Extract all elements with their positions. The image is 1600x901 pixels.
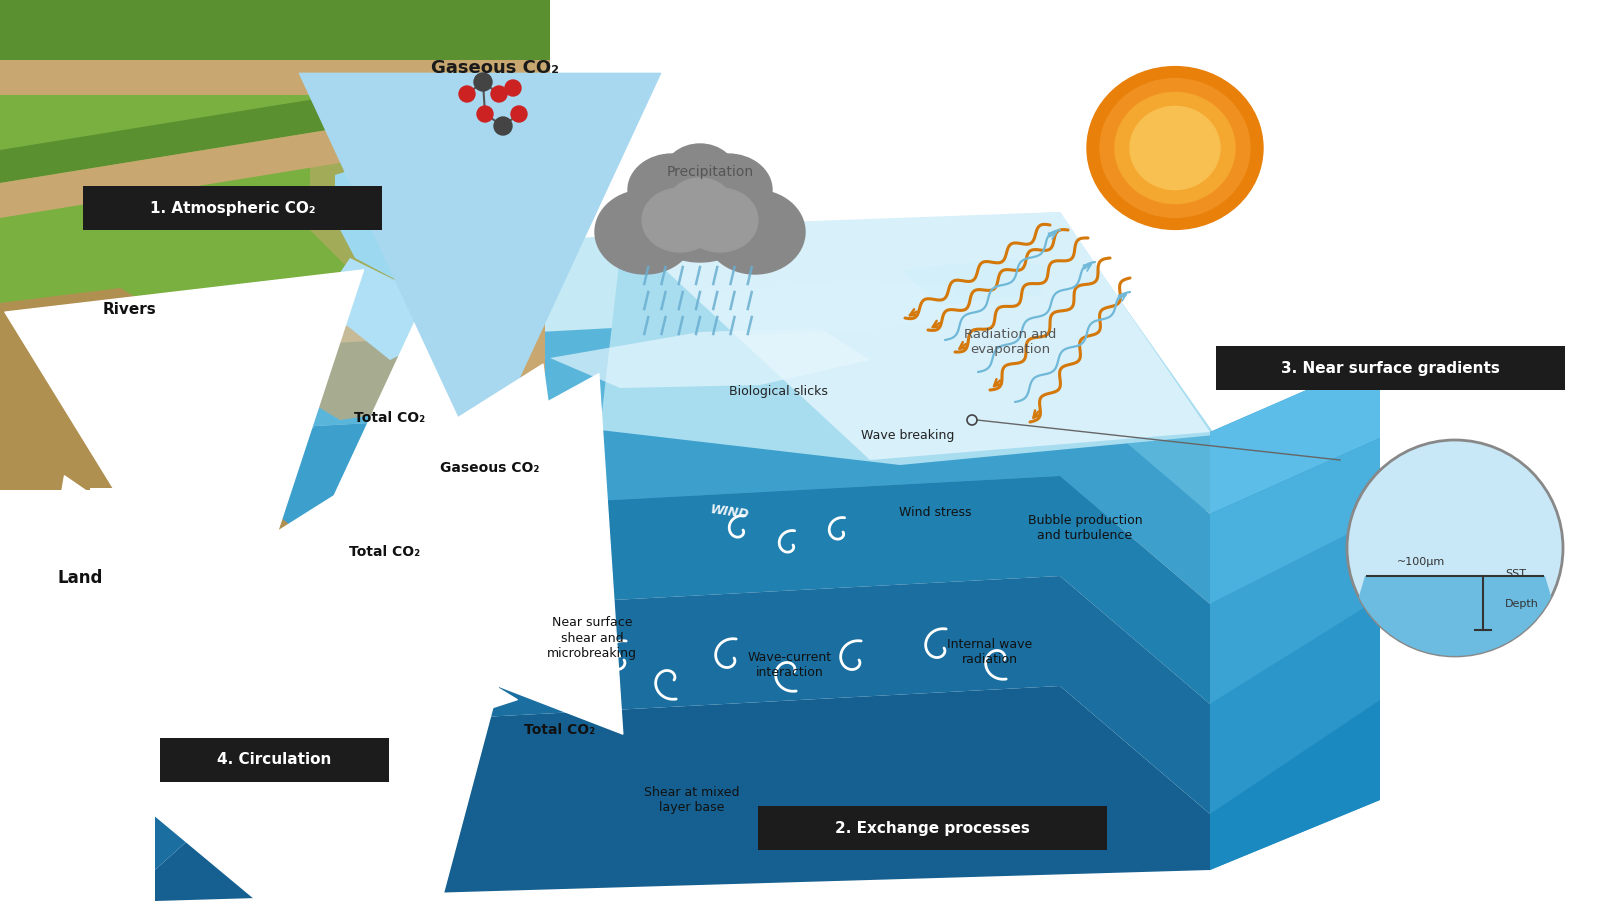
Text: Rivers: Rivers	[102, 303, 157, 317]
Ellipse shape	[1115, 93, 1235, 204]
Text: 1. Atmospheric CO₂: 1. Atmospheric CO₂	[150, 201, 315, 215]
Polygon shape	[155, 340, 310, 575]
Circle shape	[459, 86, 475, 102]
Ellipse shape	[664, 144, 736, 204]
Polygon shape	[155, 686, 1210, 901]
Ellipse shape	[685, 154, 771, 226]
Polygon shape	[155, 476, 1210, 760]
Polygon shape	[0, 270, 90, 490]
Text: Wave-current
interaction: Wave-current interaction	[747, 651, 832, 679]
Ellipse shape	[1086, 67, 1262, 230]
Polygon shape	[0, 170, 430, 488]
Text: Wind stress: Wind stress	[899, 505, 971, 518]
Polygon shape	[155, 212, 1210, 488]
Polygon shape	[1210, 438, 1379, 604]
Polygon shape	[155, 576, 1210, 870]
Circle shape	[494, 117, 512, 135]
Text: Internal wave
radiation: Internal wave radiation	[947, 638, 1032, 666]
Polygon shape	[1210, 700, 1379, 870]
Text: Wave breaking: Wave breaking	[861, 429, 955, 441]
Text: Near surface
shear and
microbreaking: Near surface shear and microbreaking	[547, 616, 637, 660]
Polygon shape	[0, 0, 550, 488]
Text: Total CO₂: Total CO₂	[355, 411, 426, 425]
Polygon shape	[155, 386, 1210, 660]
Polygon shape	[0, 82, 546, 230]
Text: ~100μm: ~100μm	[1397, 557, 1445, 567]
Polygon shape	[0, 82, 419, 183]
Circle shape	[474, 73, 493, 91]
Text: Total CO₂: Total CO₂	[349, 545, 421, 559]
Polygon shape	[1210, 598, 1379, 814]
Ellipse shape	[1101, 78, 1250, 217]
Text: Depth: Depth	[1506, 599, 1539, 609]
Polygon shape	[334, 258, 430, 360]
Text: Radiation and
evaporation: Radiation and evaporation	[963, 328, 1056, 356]
Polygon shape	[90, 195, 546, 345]
FancyBboxPatch shape	[1216, 346, 1565, 390]
Polygon shape	[899, 258, 1050, 305]
Text: Precipitation: Precipitation	[667, 165, 754, 179]
Text: Shear at mixed
layer base: Shear at mixed layer base	[645, 786, 739, 814]
Ellipse shape	[595, 190, 694, 274]
Polygon shape	[0, 95, 550, 190]
Ellipse shape	[640, 162, 760, 262]
Text: Gaseous CO₂: Gaseous CO₂	[440, 461, 539, 475]
Polygon shape	[550, 328, 870, 388]
Circle shape	[506, 80, 522, 96]
Ellipse shape	[682, 188, 758, 252]
Polygon shape	[155, 215, 1214, 490]
Text: SST: SST	[1506, 569, 1526, 579]
Circle shape	[491, 86, 507, 102]
Polygon shape	[61, 390, 315, 545]
Polygon shape	[310, 135, 490, 310]
Ellipse shape	[669, 178, 733, 230]
Text: WIND: WIND	[710, 503, 750, 521]
Polygon shape	[0, 150, 546, 303]
Circle shape	[1347, 440, 1563, 656]
Polygon shape	[1358, 576, 1552, 656]
Polygon shape	[0, 115, 419, 218]
Polygon shape	[600, 215, 1214, 465]
Polygon shape	[1210, 358, 1379, 514]
Text: Land: Land	[58, 569, 102, 587]
Circle shape	[510, 106, 526, 122]
FancyBboxPatch shape	[758, 806, 1107, 850]
Polygon shape	[155, 304, 1210, 570]
Polygon shape	[0, 0, 550, 60]
Polygon shape	[0, 60, 550, 95]
Text: 2. Exchange processes: 2. Exchange processes	[835, 821, 1030, 835]
Text: Total CO₂: Total CO₂	[525, 723, 595, 737]
Text: Biological slicks: Biological slicks	[728, 386, 827, 398]
Polygon shape	[155, 435, 1214, 575]
Polygon shape	[430, 115, 550, 355]
Text: Gaseous CO₂: Gaseous CO₂	[430, 59, 558, 77]
Text: Bubble production
and turbulence: Bubble production and turbulence	[1027, 514, 1142, 542]
Polygon shape	[155, 300, 1214, 490]
Ellipse shape	[706, 190, 805, 274]
Polygon shape	[90, 270, 214, 465]
Ellipse shape	[1130, 106, 1221, 189]
Polygon shape	[0, 0, 550, 170]
FancyBboxPatch shape	[160, 738, 389, 782]
Polygon shape	[1210, 358, 1379, 870]
FancyBboxPatch shape	[83, 186, 382, 230]
Polygon shape	[419, 195, 546, 390]
Polygon shape	[214, 315, 546, 420]
Text: 3. Near surface gradients: 3. Near surface gradients	[1282, 360, 1499, 376]
Polygon shape	[621, 212, 1210, 460]
Polygon shape	[1210, 518, 1379, 704]
Ellipse shape	[642, 188, 718, 252]
Text: 4. Circulation: 4. Circulation	[218, 752, 331, 768]
Ellipse shape	[627, 154, 717, 226]
Polygon shape	[334, 148, 470, 290]
Circle shape	[477, 106, 493, 122]
Polygon shape	[701, 280, 979, 335]
